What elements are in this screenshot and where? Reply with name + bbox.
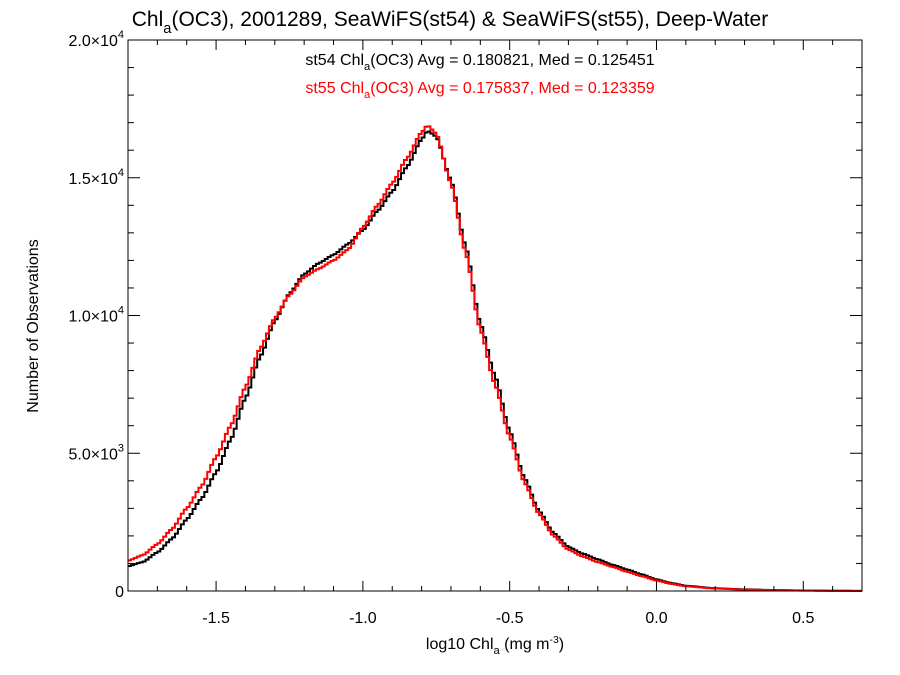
- annotation-st55-sub: a: [364, 89, 371, 102]
- annotation-st55-post: (OC3) Avg = 0.175837, Med = 0.123359: [370, 80, 655, 97]
- x-tick-label: 0.5: [792, 610, 814, 627]
- y-tick-label: 2.0×104: [68, 29, 124, 50]
- xlabel-sup: -3: [549, 634, 559, 646]
- x-tick-label: -1.0: [349, 610, 377, 627]
- xlabel-pre: log10 Chl: [425, 636, 494, 653]
- xlabel-mid: (mg m: [499, 636, 550, 653]
- annotation-st54-pre: st54 Chl: [305, 52, 365, 69]
- chart-title: Chla(OC3), 2001289, SeaWiFS(st54) & SeaW…: [0, 8, 900, 37]
- series-layer: [128, 125, 862, 592]
- y-tick-label: 1.5×104: [68, 167, 124, 188]
- x-tick-label: -0.5: [496, 610, 524, 627]
- y-tick-label: 5.0×103: [68, 442, 124, 463]
- y-axis-label: Number of Observations: [25, 239, 42, 413]
- annotation-st54-sub: a: [364, 61, 371, 74]
- title-sub: a: [163, 20, 172, 37]
- annotation-st54-post: (OC3) Avg = 0.180821, Med = 0.125451: [370, 52, 655, 69]
- x-tick-label: 0.0: [645, 610, 667, 627]
- plot-frame: [127, 39, 863, 592]
- xlabel-sub: a: [493, 645, 500, 658]
- xlabel-post: ): [558, 636, 565, 653]
- title-pre: Chl: [131, 8, 164, 31]
- title-post: (OC3), 2001289, SeaWiFS(st54) & SeaWiFS(…: [171, 8, 769, 31]
- annotation-st55-pre: st55 Chl: [305, 80, 365, 97]
- annotation-st55: st55 Chla(OC3) Avg = 0.175837, Med = 0.1…: [0, 80, 900, 102]
- annotation-st54: st54 Chla(OC3) Avg = 0.180821, Med = 0.1…: [0, 52, 900, 74]
- tick-layer: -1.5 -1.0 -0.5 0.0 0.5 0 5.0×103 1.0×104 1.5×104…: [68, 29, 863, 627]
- series-line-st55: [128, 125, 862, 592]
- x-axis-label: log10 Chla (mg m-3): [0, 634, 900, 658]
- y-tick-label: 1.0×104: [68, 305, 124, 326]
- series-line-st54: [128, 130, 862, 592]
- y-tick-label: 0: [115, 584, 124, 601]
- x-tick-label: -1.5: [202, 610, 230, 627]
